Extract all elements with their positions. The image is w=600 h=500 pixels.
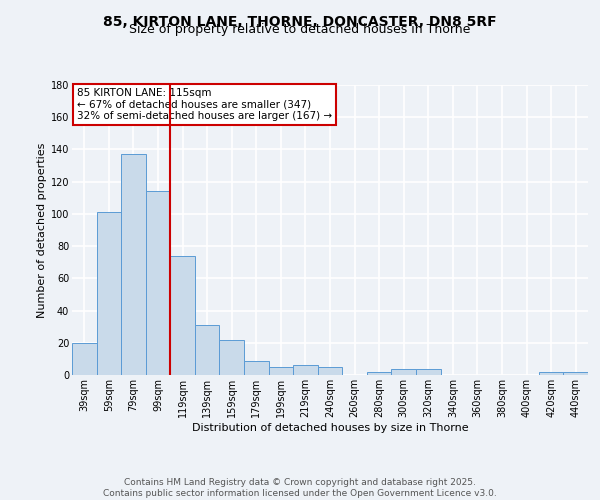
Bar: [97, 212, 121, 375]
Text: Size of property relative to detached houses in Thorne: Size of property relative to detached ho…: [130, 22, 470, 36]
Bar: [121, 154, 146, 375]
Bar: [539, 372, 563, 375]
Y-axis label: Number of detached properties: Number of detached properties: [37, 142, 47, 318]
Bar: [391, 368, 416, 375]
Text: 85 KIRTON LANE: 115sqm
← 67% of detached houses are smaller (347)
32% of semi-de: 85 KIRTON LANE: 115sqm ← 67% of detached…: [77, 88, 332, 121]
Bar: [220, 340, 244, 375]
Bar: [416, 368, 440, 375]
Bar: [563, 372, 588, 375]
Bar: [367, 372, 391, 375]
Bar: [72, 343, 97, 375]
Text: 85, KIRTON LANE, THORNE, DONCASTER, DN8 5RF: 85, KIRTON LANE, THORNE, DONCASTER, DN8 …: [103, 15, 497, 29]
Bar: [244, 360, 269, 375]
Text: Contains HM Land Registry data © Crown copyright and database right 2025.
Contai: Contains HM Land Registry data © Crown c…: [103, 478, 497, 498]
X-axis label: Distribution of detached houses by size in Thorne: Distribution of detached houses by size …: [191, 422, 469, 432]
Bar: [293, 366, 318, 375]
Bar: [269, 367, 293, 375]
Bar: [170, 256, 195, 375]
Bar: [195, 325, 220, 375]
Bar: [318, 367, 342, 375]
Bar: [146, 192, 170, 375]
